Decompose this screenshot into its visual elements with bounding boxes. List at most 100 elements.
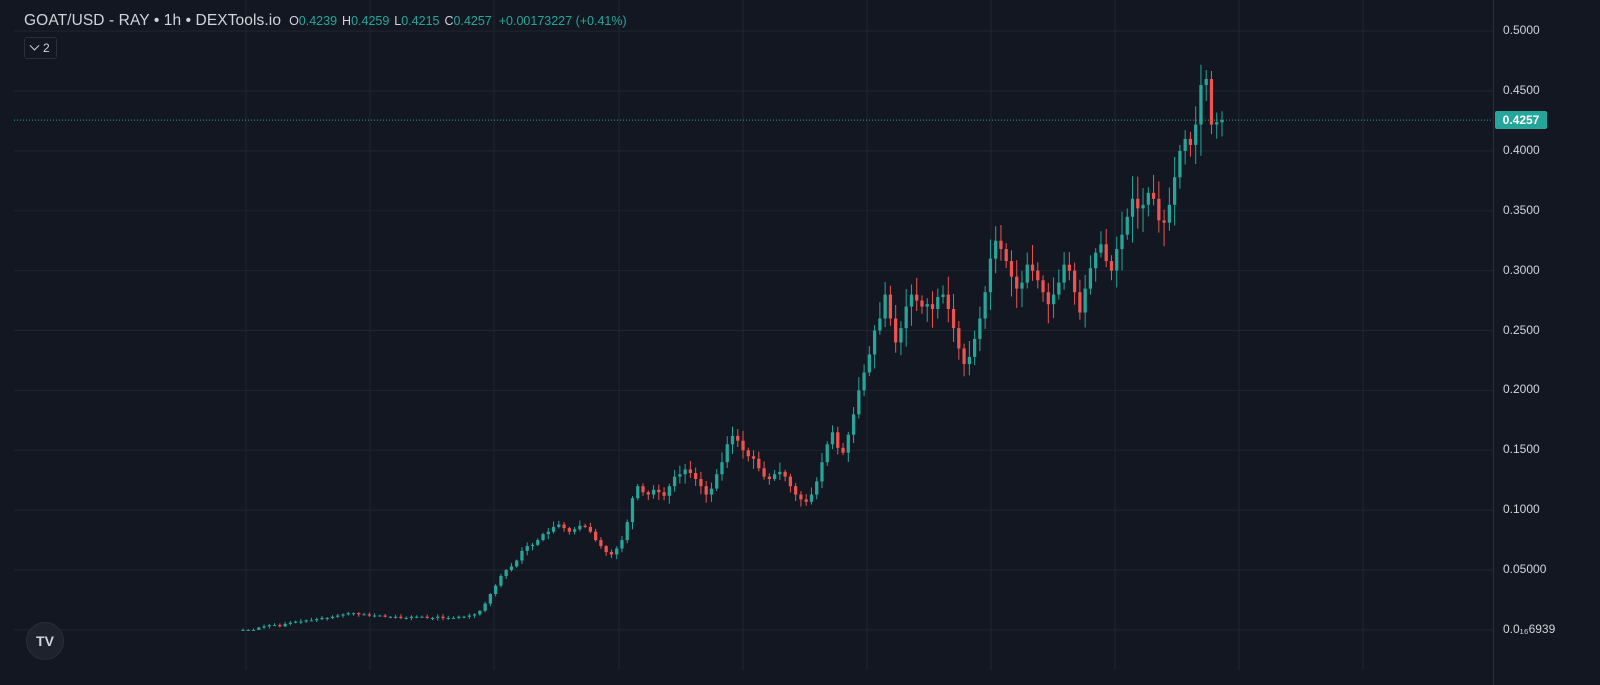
candle-body: [830, 432, 835, 445]
candle-body: [1109, 261, 1114, 271]
candle-body: [957, 328, 961, 349]
candle-body: [1115, 249, 1119, 271]
candle-body: [1188, 138, 1193, 145]
candle-body: [1020, 282, 1024, 289]
candle-body: [672, 476, 677, 487]
candle-body: [936, 296, 940, 309]
candle-body: [609, 552, 614, 555]
candle-body: [1157, 198, 1161, 221]
y-tick-label: 0.3000: [1503, 262, 1540, 277]
candle-body: [388, 616, 393, 618]
candle-body: [983, 292, 987, 319]
candle-body: [1030, 264, 1035, 271]
candle-body: [841, 447, 845, 453]
candle-body: [978, 318, 982, 339]
candle-body: [788, 476, 793, 487]
candle-body: [1120, 234, 1124, 250]
candle-body: [951, 308, 956, 329]
candle-body: [572, 529, 577, 532]
y-tick-label: 0.1500: [1503, 442, 1540, 457]
candle-body: [851, 414, 856, 435]
high-key: H: [342, 14, 352, 28]
open-key: O: [289, 14, 299, 28]
candle-body: [599, 540, 603, 547]
candle-body: [888, 294, 893, 319]
last-price-value: 0.4257: [1502, 113, 1540, 128]
candle-body: [399, 616, 403, 618]
candle-body: [1088, 268, 1093, 289]
candle-body: [867, 354, 871, 373]
candle-body: [641, 486, 645, 493]
candle-body: [662, 492, 666, 496]
indicators-toggle-button[interactable]: 2: [24, 37, 57, 59]
overlays: [14, 0, 1494, 685]
candle-body: [636, 486, 640, 499]
candle-body: [994, 240, 998, 259]
candle-body: [1025, 264, 1029, 283]
candle-body: [472, 614, 477, 616]
candle-body: [1162, 220, 1166, 223]
candle-body: [720, 462, 724, 475]
candle-body: [262, 626, 266, 628]
last-price-tag: 0.4257: [1495, 111, 1547, 130]
candle-body: [278, 625, 282, 627]
candle-body: [1099, 244, 1103, 253]
candle-body: [1215, 122, 1219, 125]
candle-body: [762, 468, 766, 477]
candle-body: [409, 616, 414, 618]
candle-body: [709, 488, 714, 495]
candle-body: [804, 499, 808, 502]
y-tick-label: 0.1000: [1503, 502, 1540, 517]
candle-body: [757, 458, 761, 469]
low-value: 0.4215: [401, 14, 440, 28]
candle-body: [915, 294, 919, 301]
candle-body: [1167, 204, 1171, 223]
candle-body: [315, 619, 319, 621]
candle-body: [815, 481, 819, 495]
candle-body: [857, 390, 861, 415]
candle-body: [504, 570, 508, 577]
candle-body: [630, 498, 635, 523]
y-tick-label: 0.05000: [1503, 562, 1547, 577]
candle-body: [1178, 150, 1182, 178]
candle-body: [594, 531, 598, 541]
candle-body: [872, 330, 877, 355]
candle-body: [536, 540, 540, 545]
y-tick-label: 0.4000: [1503, 142, 1540, 157]
candle-body: [909, 294, 914, 307]
candle-body: [272, 625, 277, 627]
candle-body: [904, 306, 908, 329]
candle-body: [925, 304, 929, 307]
candle-body: [462, 616, 466, 618]
candle-body: [972, 338, 977, 357]
candle-body: [457, 616, 461, 618]
candle-body: [999, 240, 1003, 250]
candle-body: [357, 613, 361, 615]
ohlc-legend: GOAT/USD - RAY • 1h • DEXTools.io O 0.423…: [24, 12, 627, 30]
y-tick-label: 0.4500: [1503, 83, 1540, 97]
candle-body: [1072, 270, 1077, 293]
tradingview-logo-icon[interactable]: TV: [26, 622, 64, 660]
candle-body: [894, 318, 898, 343]
candle-body: [241, 629, 245, 631]
candle-body: [1078, 292, 1082, 313]
candle-body: [1094, 252, 1098, 269]
candle-body: [878, 318, 882, 331]
candle-body: [1062, 264, 1066, 283]
close-key: C: [444, 14, 454, 28]
candle-body: [967, 356, 971, 365]
candle-body: [351, 613, 356, 615]
candle-body: [646, 492, 650, 495]
candle-body: [1046, 292, 1050, 305]
candle-body: [288, 622, 293, 624]
symbol-title[interactable]: GOAT/USD - RAY • 1h • DEXTools.io: [24, 12, 282, 29]
candle-body: [367, 614, 371, 616]
candle-body: [446, 617, 450, 619]
candle-body: [941, 294, 945, 297]
candle-body: [436, 616, 440, 618]
candle-body: [520, 550, 524, 561]
candle-body: [783, 471, 787, 477]
candle-body: [441, 616, 445, 618]
